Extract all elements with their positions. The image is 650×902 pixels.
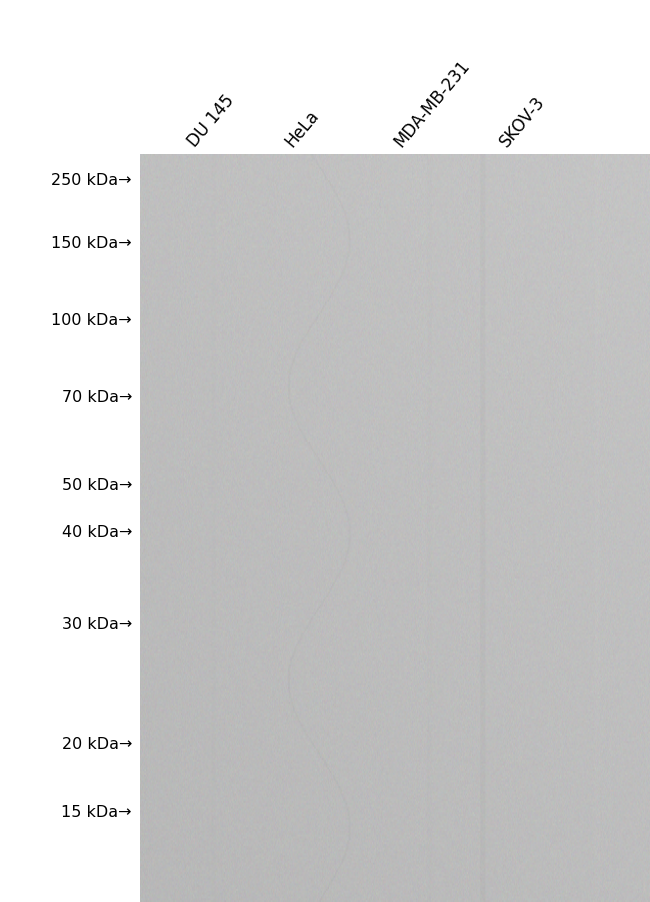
Text: 50 kDa→: 50 kDa→ <box>62 478 132 492</box>
Text: 150 kDa→: 150 kDa→ <box>51 236 132 251</box>
Text: DU 145: DU 145 <box>185 92 238 151</box>
Ellipse shape <box>161 736 242 788</box>
Ellipse shape <box>171 742 232 782</box>
Ellipse shape <box>407 742 436 768</box>
Text: 30 kDa→: 30 kDa→ <box>62 617 132 631</box>
Text: www.ptglab.com: www.ptglab.com <box>157 503 175 673</box>
Ellipse shape <box>268 741 321 775</box>
Text: 70 kDa→: 70 kDa→ <box>62 390 132 404</box>
Text: 20 kDa→: 20 kDa→ <box>62 737 132 751</box>
Ellipse shape <box>442 603 446 614</box>
Ellipse shape <box>501 756 513 763</box>
Text: 40 kDa→: 40 kDa→ <box>62 525 132 539</box>
Text: 100 kDa→: 100 kDa→ <box>51 313 132 327</box>
Ellipse shape <box>378 752 383 758</box>
Text: HeLa: HeLa <box>282 106 323 151</box>
Ellipse shape <box>402 738 440 772</box>
Ellipse shape <box>196 759 207 766</box>
Ellipse shape <box>289 754 300 761</box>
Ellipse shape <box>419 752 424 758</box>
Ellipse shape <box>374 750 386 760</box>
Ellipse shape <box>361 738 399 772</box>
Ellipse shape <box>412 747 430 763</box>
Ellipse shape <box>488 747 526 772</box>
Ellipse shape <box>181 749 222 776</box>
Ellipse shape <box>469 734 545 784</box>
Ellipse shape <box>370 747 390 763</box>
Ellipse shape <box>415 750 427 760</box>
Ellipse shape <box>326 477 330 488</box>
Ellipse shape <box>277 747 313 769</box>
Text: 15 kDa→: 15 kDa→ <box>62 805 132 819</box>
Ellipse shape <box>259 735 330 780</box>
Text: MDA-MB-231: MDA-MB-231 <box>391 57 473 151</box>
Text: 250 kDa→: 250 kDa→ <box>51 173 132 188</box>
Ellipse shape <box>366 742 395 768</box>
Ellipse shape <box>189 754 214 770</box>
Ellipse shape <box>495 752 519 767</box>
Text: SKOV-3: SKOV-3 <box>497 93 549 151</box>
Ellipse shape <box>478 741 536 778</box>
Ellipse shape <box>283 750 305 765</box>
Ellipse shape <box>241 182 246 197</box>
